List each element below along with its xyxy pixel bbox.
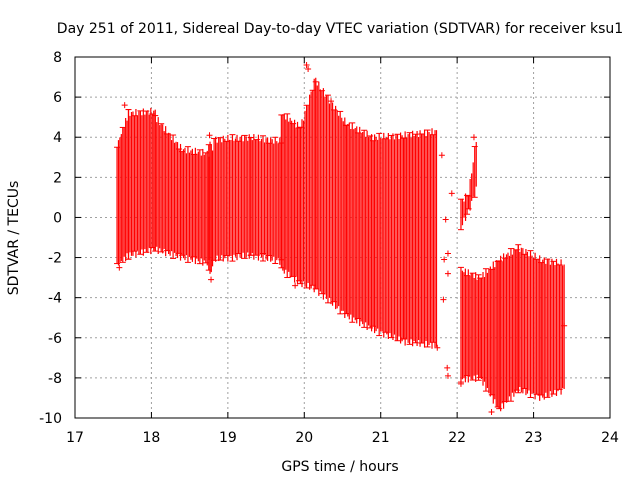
y-tick-label: -8 (48, 371, 62, 387)
x-axis-label: GPS time / hours (281, 459, 398, 475)
plot-frame (74, 56, 611, 419)
x-tick-label: 18 (143, 430, 161, 446)
y-tick-label: -10 (39, 411, 62, 427)
y-tick-label: 4 (53, 130, 62, 146)
x-tick-label: 23 (525, 430, 543, 446)
data-point (488, 408, 495, 415)
data-point (457, 380, 464, 387)
data-point (440, 296, 447, 303)
chart-title: Day 251 of 2011, Sidereal Day-to-day VTE… (57, 21, 623, 37)
data-point (116, 264, 123, 271)
data-series (114, 62, 568, 415)
x-tick-label: 21 (372, 430, 390, 446)
data-point (470, 134, 477, 141)
y-tick-label: 2 (53, 170, 62, 186)
y-tick-label: 0 (53, 210, 62, 226)
y-tick-label: -4 (48, 291, 62, 307)
x-tick-label: 20 (295, 430, 313, 446)
y-tick-label: -6 (48, 331, 62, 347)
data-point (441, 256, 448, 263)
data-point (208, 276, 215, 283)
y-tick-label: -2 (48, 251, 62, 267)
data-point (444, 364, 451, 371)
data-point (206, 132, 213, 139)
x-tick-label: 19 (219, 430, 237, 446)
y-tick-label: 6 (53, 90, 62, 106)
data-point (434, 344, 441, 351)
data-point (260, 250, 267, 257)
data-point (561, 322, 568, 329)
y-tick-label: 8 (53, 50, 62, 66)
data-point (444, 250, 451, 257)
data-point (444, 372, 451, 379)
data-point (303, 62, 310, 69)
data-point (438, 152, 445, 159)
data-point (328, 98, 335, 105)
data-point (442, 216, 449, 223)
y-axis-label: SDTVAR / TECUs (6, 181, 22, 296)
data-point (448, 190, 455, 197)
x-tick-label: 22 (448, 430, 466, 446)
data-point (121, 102, 128, 109)
data-point (444, 270, 451, 277)
x-tick-label: 24 (601, 430, 619, 446)
x-tick-label: 17 (66, 430, 84, 446)
data-point (292, 282, 299, 289)
data-point (305, 66, 312, 73)
